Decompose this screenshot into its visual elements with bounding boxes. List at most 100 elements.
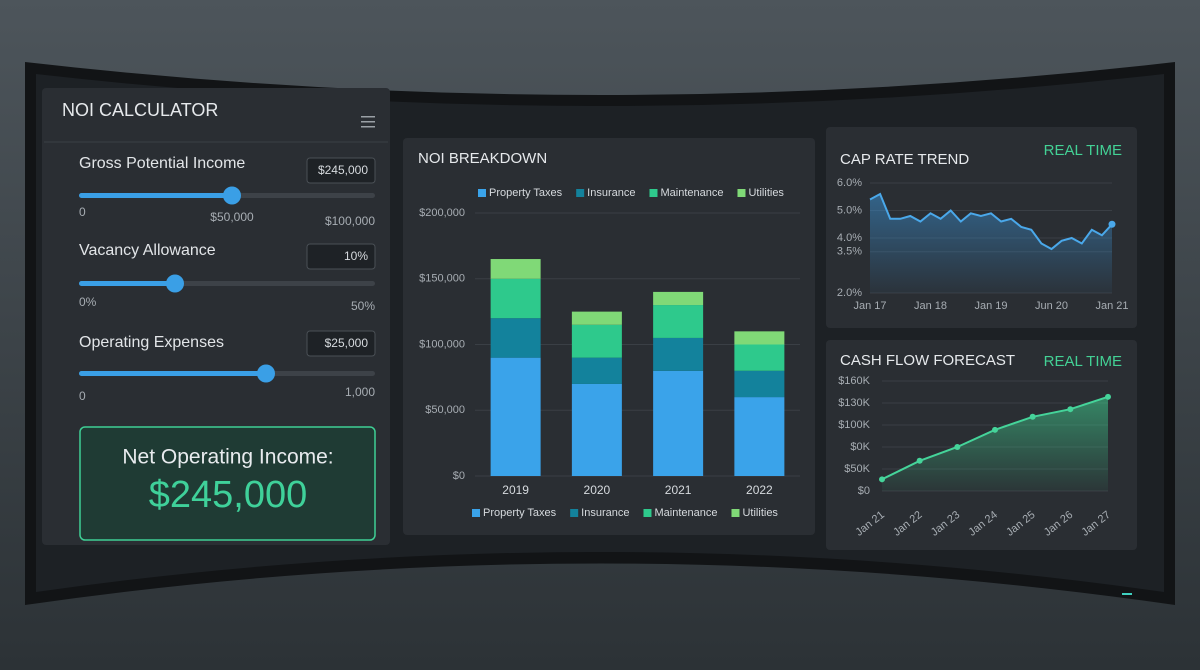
x-tick-label: Jan 19 xyxy=(974,300,1007,312)
input-box[interactable] xyxy=(306,330,376,357)
legend-swatch xyxy=(643,509,652,517)
slider-max: $100,000 xyxy=(325,214,375,228)
legend-swatch xyxy=(576,189,585,197)
x-tick-label: Jun 20 xyxy=(1035,300,1068,312)
slider-min: 0% xyxy=(79,295,97,309)
point xyxy=(1108,220,1116,228)
bar-segment xyxy=(490,318,541,358)
x-tick-label: 2019 xyxy=(502,483,529,497)
input-value[interactable]: $25,000 xyxy=(325,336,369,350)
x-tick-label: Jan 18 xyxy=(914,300,947,312)
point xyxy=(879,476,885,483)
bar-segment xyxy=(734,344,785,371)
chart-title: NOI BREAKDOWN xyxy=(418,150,547,167)
bar-segment xyxy=(653,291,704,306)
legend-label: Maintenance xyxy=(654,507,717,519)
bar-segment xyxy=(734,370,785,398)
input-box[interactable] xyxy=(306,243,376,270)
y-tick-label: $50,000 xyxy=(425,404,465,416)
legend-label: Insurance xyxy=(581,507,629,519)
slider-fill xyxy=(79,371,266,376)
slider-thumb[interactable] xyxy=(257,364,275,383)
x-tick-label: 2022 xyxy=(746,483,773,497)
point xyxy=(1105,393,1111,400)
slider-fill xyxy=(79,193,232,198)
x-tick-label: 2020 xyxy=(584,483,611,497)
x-tick-label: 2021 xyxy=(665,483,692,497)
legend-swatch xyxy=(472,509,480,517)
slider-thumb[interactable] xyxy=(223,186,241,205)
bar-segment xyxy=(653,305,704,338)
y-tick-label: 3.5% xyxy=(837,246,862,258)
result-value: $245,000 xyxy=(149,474,308,516)
point xyxy=(1067,406,1074,413)
area xyxy=(882,396,1108,491)
legend-swatch xyxy=(737,189,746,197)
y-tick-label: $100K xyxy=(838,419,870,431)
y-tick-label: $160K xyxy=(838,375,870,387)
bar-segment xyxy=(571,324,622,358)
calculator-title: NOI CALCULATOR xyxy=(62,100,218,120)
legend-swatch xyxy=(731,509,740,517)
slider-mid: $50,000 xyxy=(210,210,254,224)
live-badge: REAL TIME xyxy=(1044,353,1122,370)
bar-segment xyxy=(653,370,704,476)
y-tick-label: $50K xyxy=(844,463,870,475)
bar-segment xyxy=(490,278,541,319)
result-label: Net Operating Income: xyxy=(122,446,333,469)
slider-min: 0 xyxy=(79,389,86,403)
y-tick-label: 2.0% xyxy=(837,287,862,299)
y-tick-label: 6.0% xyxy=(837,177,862,189)
y-tick-label: 5.0% xyxy=(837,204,862,216)
legend-label: Insurance xyxy=(587,187,635,199)
result-box xyxy=(79,426,376,541)
field-label: Gross Potential Income xyxy=(79,155,245,172)
point xyxy=(916,457,923,464)
input-box[interactable] xyxy=(306,157,376,184)
point xyxy=(954,444,961,450)
field-label: Vacancy Allowance xyxy=(79,242,216,259)
bar-segment xyxy=(571,311,622,325)
x-tick-label: Jan 21 xyxy=(1095,300,1128,312)
slider-fill xyxy=(79,281,175,286)
y-tick-label: $0 xyxy=(453,470,465,482)
y-tick-label: 4.0% xyxy=(837,232,862,244)
bar-segment xyxy=(490,259,541,279)
line xyxy=(869,192,1113,251)
slider-min: 0 xyxy=(79,205,86,219)
bar-segment xyxy=(653,337,704,371)
y-tick-label: $200,000 xyxy=(419,207,465,219)
slider-max: 50% xyxy=(351,299,375,313)
input-value[interactable]: $245,000 xyxy=(318,163,368,177)
legend-label: Utilities xyxy=(748,187,784,199)
y-tick-label: $0K xyxy=(850,441,870,453)
bar-segment xyxy=(734,331,785,345)
slider-max: 1,000 xyxy=(345,385,375,399)
bar-segment xyxy=(490,357,541,476)
legend-swatch xyxy=(649,189,658,197)
field-label: Operating Expenses xyxy=(79,334,224,351)
power-led xyxy=(1122,593,1132,595)
area xyxy=(870,194,1112,293)
menu-icon[interactable] xyxy=(361,116,375,128)
y-tick-label: $150,000 xyxy=(419,273,465,285)
chart-title: CAP RATE TREND xyxy=(840,151,969,168)
point xyxy=(992,426,998,433)
legend-label: Property Taxes xyxy=(489,187,563,199)
legend-label: Utilities xyxy=(742,507,778,519)
x-tick-label: Jan 17 xyxy=(853,300,886,312)
bar-segment xyxy=(571,357,622,384)
chart-title: CASH FLOW FORECAST xyxy=(840,352,1015,369)
input-value[interactable]: 10% xyxy=(344,249,368,263)
y-tick-label: $0 xyxy=(858,485,870,497)
bar-segment xyxy=(571,383,622,476)
live-badge: REAL TIME xyxy=(1044,142,1122,159)
legend-label: Maintenance xyxy=(660,187,723,199)
slider-thumb[interactable] xyxy=(166,274,184,293)
bar-segment xyxy=(734,397,785,476)
y-tick-label: $100,000 xyxy=(419,338,465,350)
legend-swatch xyxy=(478,189,486,197)
legend-swatch xyxy=(570,509,579,517)
legend-label: Property Taxes xyxy=(483,507,557,519)
